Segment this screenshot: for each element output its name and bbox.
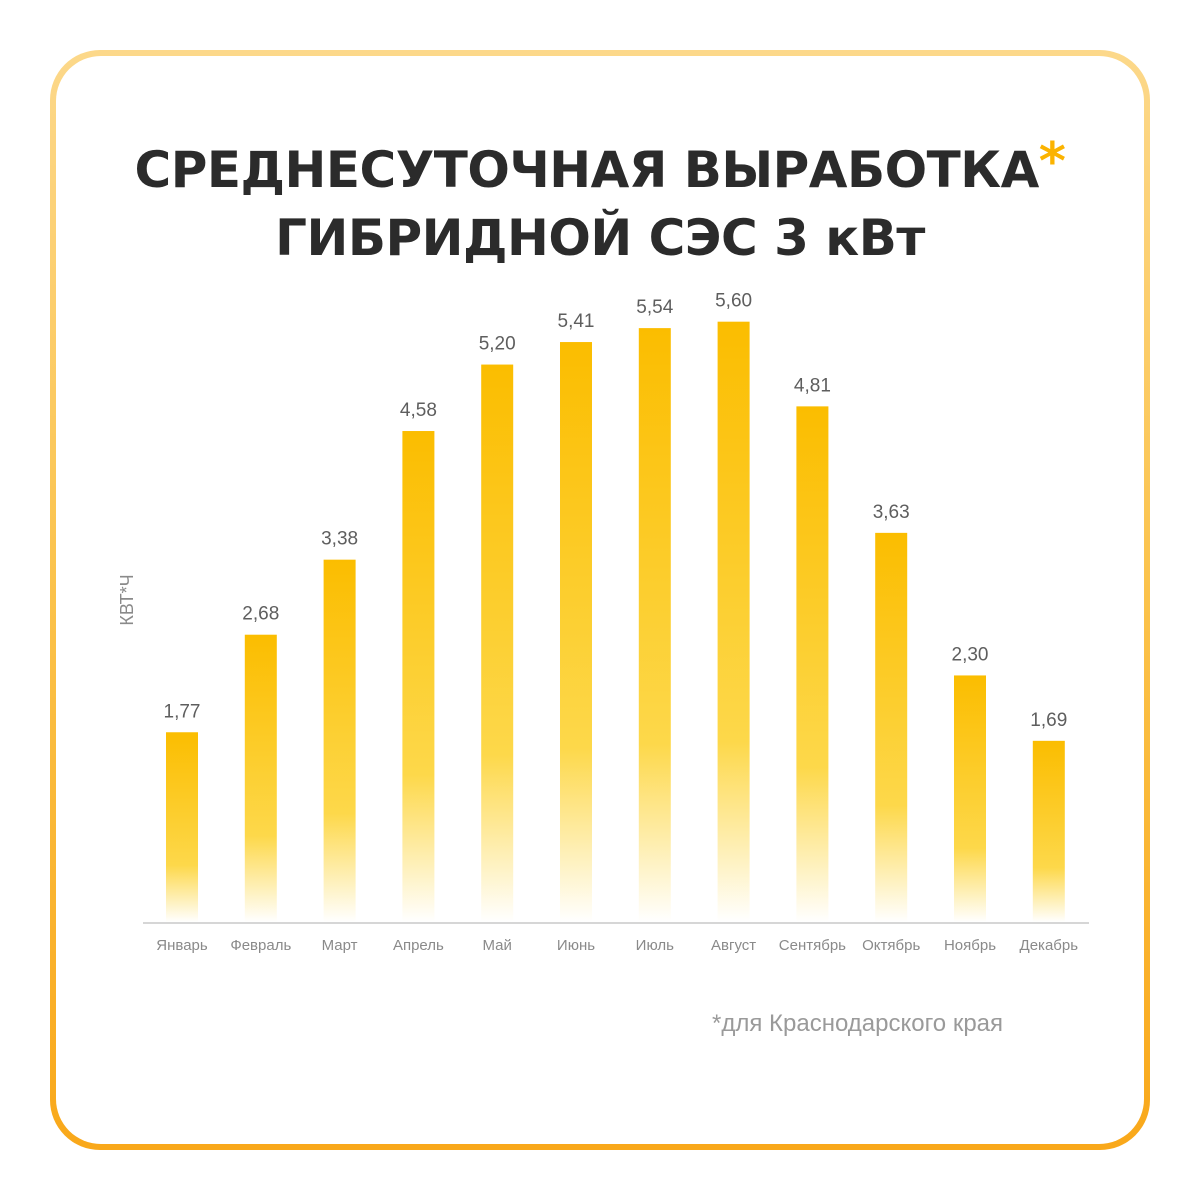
category-label-4: Апрель xyxy=(393,937,444,954)
category-label-1: Январь xyxy=(156,937,208,954)
value-label-10: 3,63 xyxy=(873,502,910,523)
category-label-7: Июль xyxy=(636,937,674,954)
chart-title: СРЕДНЕСУТОЧНАЯ ВЫРАБОТКА* ГИБРИДНОЙ СЭС … xyxy=(0,128,1200,272)
value-label-5: 5,20 xyxy=(479,334,516,355)
bar-3 xyxy=(323,559,356,922)
bar-9 xyxy=(796,406,829,922)
card-body xyxy=(56,56,1144,1144)
footnote: *для Краснодарского края xyxy=(712,1010,1004,1037)
bar-8 xyxy=(717,321,750,922)
bar-5 xyxy=(481,364,514,922)
bar-1 xyxy=(166,732,198,922)
value-label-4: 4,58 xyxy=(400,400,437,421)
value-label-6: 5,41 xyxy=(558,311,595,332)
category-label-2: Февраль xyxy=(230,937,291,954)
card-frame xyxy=(50,50,1150,1150)
category-label-3: Март xyxy=(322,937,358,954)
value-label-8: 5,60 xyxy=(715,291,752,312)
category-label-11: Ноябрь xyxy=(944,937,996,954)
bar-7 xyxy=(638,328,671,922)
category-label-6: Июнь xyxy=(557,937,595,954)
value-label-3: 3,38 xyxy=(321,529,358,550)
title-asterisk: * xyxy=(1038,132,1066,192)
value-label-11: 2,30 xyxy=(952,644,989,665)
category-label-12: Декабрь xyxy=(1020,937,1079,954)
bar-12 xyxy=(1032,740,1065,922)
value-label-9: 4,81 xyxy=(794,375,831,396)
title-line-2: ГИБРИДНОЙ СЭС 3 кВт xyxy=(275,209,925,267)
title-line-1: СРЕДНЕСУТОЧНАЯ ВЫРАБОТКА* xyxy=(0,128,1200,204)
value-label-1: 1,77 xyxy=(164,701,201,722)
category-label-5: Май xyxy=(483,937,512,954)
category-label-9: Сентябрь xyxy=(779,937,846,954)
y-axis-label: КВТ*Ч xyxy=(117,574,137,625)
bar-11 xyxy=(954,675,986,922)
bar-4 xyxy=(402,431,435,922)
category-label-10: Октябрь xyxy=(862,937,920,954)
title-line-1-text: СРЕДНЕСУТОЧНАЯ ВЫРАБОТКА xyxy=(134,141,1040,199)
value-label-2: 2,68 xyxy=(242,604,279,625)
category-label-8: Август xyxy=(711,937,756,954)
bar-6 xyxy=(560,342,592,923)
value-label-12: 1,69 xyxy=(1030,710,1067,731)
value-label-7: 5,54 xyxy=(636,297,673,318)
bar-2 xyxy=(244,634,277,922)
bar-10 xyxy=(875,532,908,922)
